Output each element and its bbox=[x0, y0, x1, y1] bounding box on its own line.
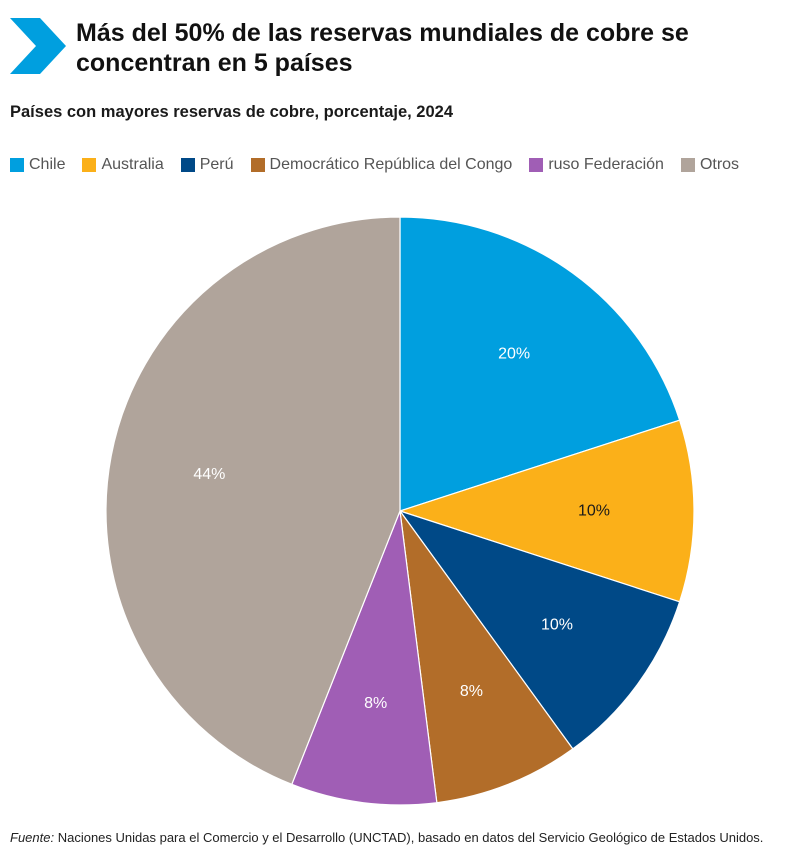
legend-swatch bbox=[250, 158, 265, 172]
legend-item: Democrático República del Congo bbox=[250, 156, 513, 174]
pie-slice-ruso-federaci-n bbox=[291, 510, 438, 806]
legend-item: Otros bbox=[680, 156, 740, 174]
legend-swatch bbox=[680, 158, 695, 172]
legend-label: Democrático República del Congo bbox=[269, 156, 513, 173]
pie-data-label: 10% bbox=[578, 503, 610, 520]
chart-legend: Chile Australia Perú Democrático República … bbox=[10, 156, 756, 174]
source-text: Naciones Unidas para el Comercio y el De… bbox=[54, 830, 764, 845]
pie-data-label: 8% bbox=[364, 695, 387, 712]
chart-subtitle: Países con mayores reservas de cobre, po… bbox=[10, 103, 454, 121]
source-note: Fuente: Naciones Unidas para el Comercio… bbox=[10, 829, 790, 846]
chart-title: Más del 50% de las reservas mundiales de… bbox=[76, 19, 689, 77]
legend-item: Chile bbox=[10, 156, 65, 174]
legend-item: Australia bbox=[82, 156, 164, 174]
chart-header: Más del 50% de las reservas mundiales de… bbox=[10, 14, 790, 77]
legend-label: ruso Federación bbox=[548, 156, 664, 173]
legend-item: ruso Federación bbox=[529, 156, 664, 174]
source-prefix: Fuente: bbox=[10, 830, 55, 845]
pie-data-label: 10% bbox=[541, 617, 573, 634]
legend-item: Perú bbox=[180, 156, 234, 174]
legend-swatch bbox=[10, 158, 24, 172]
legend-swatch bbox=[529, 158, 544, 172]
legend-label: Otros bbox=[699, 156, 740, 173]
pie-data-label: 44% bbox=[193, 466, 225, 483]
legend-label: Perú bbox=[199, 156, 234, 173]
pie-slice-chile bbox=[399, 216, 681, 512]
legend-label: Chile bbox=[29, 156, 66, 173]
pie-slice-democr-tico-rep-blica-del-congo bbox=[399, 510, 574, 804]
pie-slice-australia bbox=[399, 419, 695, 603]
legend-swatch bbox=[180, 158, 195, 172]
pie-slice-otros bbox=[105, 216, 401, 785]
legend-label: Australia bbox=[101, 156, 164, 173]
chevron-right-icon bbox=[10, 18, 66, 74]
legend-swatch bbox=[82, 158, 97, 172]
pie-data-label: 8% bbox=[460, 683, 483, 700]
pie-data-label: 20% bbox=[498, 346, 530, 363]
pie-slice-per- bbox=[399, 510, 681, 750]
